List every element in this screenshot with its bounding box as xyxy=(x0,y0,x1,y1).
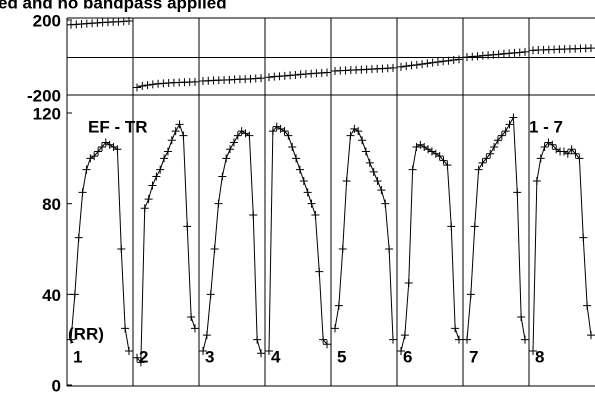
series-line xyxy=(202,77,262,82)
series-label: 2 xyxy=(139,347,148,366)
series-line xyxy=(136,123,196,364)
series-label: 5 xyxy=(337,347,346,366)
series-label: 8 xyxy=(535,347,544,366)
series-label: 7 xyxy=(469,347,478,366)
series-line xyxy=(70,20,130,26)
annotation: 1 - 7 xyxy=(529,117,563,136)
y-tick-label: 120 xyxy=(33,104,61,123)
series-label: 6 xyxy=(403,347,412,366)
annotation: EF - TR xyxy=(88,117,148,136)
y-tick-label: 40 xyxy=(42,286,61,305)
series-label: 4 xyxy=(271,347,281,366)
series-line xyxy=(334,128,394,340)
series-line xyxy=(532,47,592,51)
series-line xyxy=(202,130,262,354)
y-tick-label: -200 xyxy=(27,86,61,105)
series-line xyxy=(466,115,526,340)
series-line xyxy=(400,144,460,352)
chart-title: ed and no bandpass applied xyxy=(0,0,227,12)
series-label: 3 xyxy=(205,347,214,366)
series-line xyxy=(268,125,328,352)
series-label: 1 xyxy=(73,347,82,366)
series-line xyxy=(136,81,196,88)
y-tick-label: 80 xyxy=(42,195,61,214)
series-line xyxy=(466,51,526,58)
y-tick-label: 200 xyxy=(33,11,61,30)
series-line xyxy=(400,58,460,68)
series-line xyxy=(70,141,130,352)
y-tick-label: 0 xyxy=(52,376,61,393)
series-line xyxy=(532,141,592,352)
annotation: (RR) xyxy=(68,324,104,343)
series-line xyxy=(268,72,328,78)
point xyxy=(455,335,463,344)
series-line xyxy=(334,67,394,72)
point xyxy=(257,349,265,358)
